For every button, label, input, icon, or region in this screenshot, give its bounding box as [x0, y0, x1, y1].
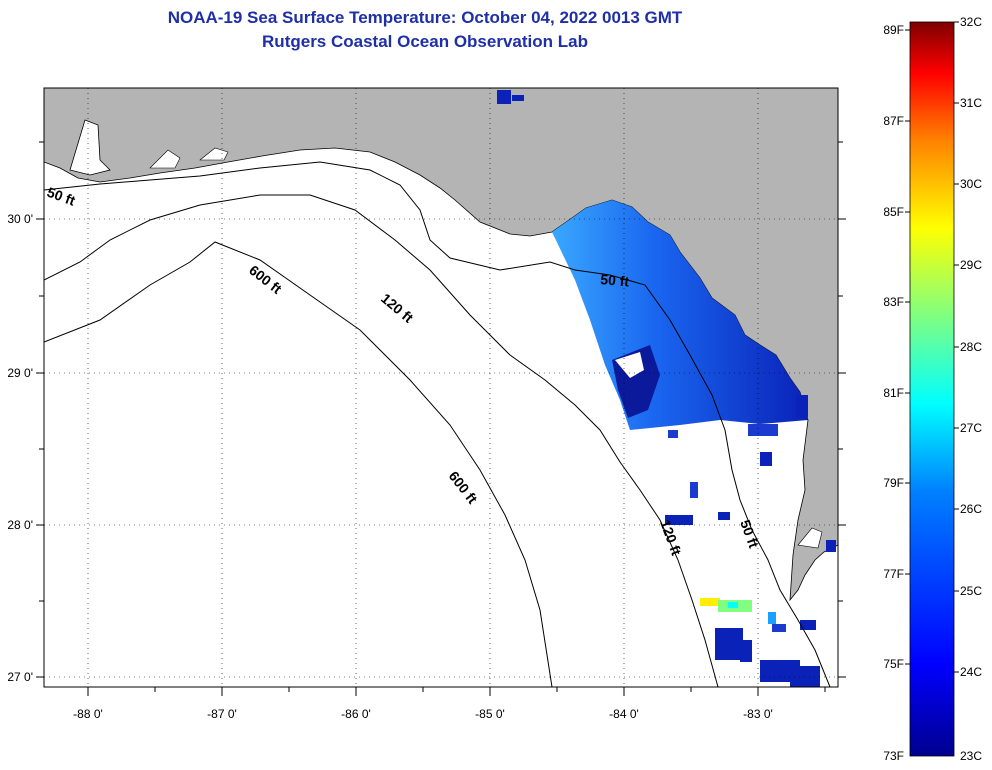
lon-label-85: -85 0'	[475, 707, 505, 721]
colorbar-f-89: 89F	[883, 23, 904, 37]
colorbar	[909, 21, 955, 757]
map-title: NOAA-19 Sea Surface Temperature: October…	[167, 8, 683, 27]
colorbar-c-24: 24C	[960, 665, 982, 679]
colorbar-f-73: 73F	[883, 749, 904, 763]
lat-label-27: 27 0'	[7, 670, 33, 684]
colorbar-f-83: 83F	[883, 295, 904, 309]
lon-label-88: -88 0'	[73, 707, 103, 721]
colorbar-ticks	[905, 21, 959, 673]
colorbar-c-29: 29C	[960, 258, 982, 272]
bay-west	[69, 119, 111, 176]
map-subtitle: Rutgers Coastal Ocean Observation Lab	[262, 32, 588, 51]
colorbar-c-31: 31C	[960, 96, 982, 110]
colorbar-f-79: 79F	[883, 476, 904, 490]
colorbar-f-85: 85F	[883, 205, 904, 219]
lon-label-83: -83 0'	[743, 707, 773, 721]
lon-label-86: -86 0'	[341, 707, 371, 721]
lat-label-28: 28 0'	[7, 518, 33, 532]
lat-label-29: 29 0'	[7, 366, 33, 380]
sst-scattered-pixels	[497, 90, 836, 687]
isobath-120ft	[44, 194, 719, 687]
contour-label-50ft-mid: 50 ft	[600, 271, 630, 289]
lon-label-84: -84 0'	[609, 707, 639, 721]
colorbar-f-81: 81F	[883, 386, 904, 400]
colorbar-c-30: 30C	[960, 177, 982, 191]
bay-east	[199, 147, 229, 161]
sst-gap	[615, 352, 644, 378]
lon-label-87: -87 0'	[207, 707, 237, 721]
colorbar-c-27: 27C	[960, 421, 982, 435]
colorbar-c-25: 25C	[960, 584, 982, 598]
colorbar-c-32: 32C	[960, 15, 982, 29]
isobath-600ft	[44, 241, 553, 687]
colorbar-c-28: 28C	[960, 340, 982, 354]
colorbar-f-87: 87F	[883, 114, 904, 128]
frame-ticks	[36, 141, 846, 696]
bay-tampa	[797, 527, 823, 549]
colorbar-c-23: 23C	[960, 749, 982, 763]
bay-mid	[149, 149, 181, 169]
colorbar-f-75: 75F	[883, 657, 904, 671]
colorbar-c-26: 26C	[960, 502, 982, 516]
lat-label-30: 30 0'	[7, 212, 33, 226]
isobath-50ft	[44, 161, 831, 687]
colorbar-f-77: 77F	[883, 567, 904, 581]
map-frame	[43, 87, 839, 688]
